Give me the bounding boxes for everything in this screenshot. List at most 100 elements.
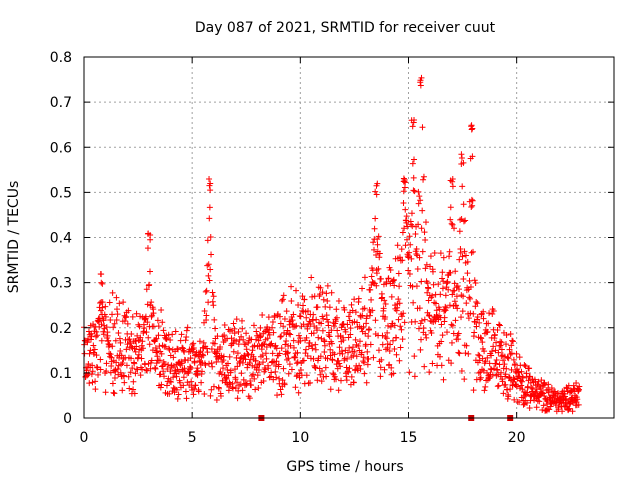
data-point [489,371,496,378]
data-point [448,321,455,328]
data-point [188,378,195,385]
data-point [427,263,434,270]
data-point [411,353,418,360]
data-point [290,311,297,318]
data-point [575,387,582,394]
data-point [375,347,382,354]
data-point [231,330,238,337]
data-point [335,357,342,364]
data-point [333,361,340,368]
data-point [433,307,440,314]
data-point [230,320,237,327]
data-point [208,360,215,367]
data-point [487,365,494,372]
data-point [265,314,272,321]
data-point [209,298,216,305]
data-point [293,373,300,380]
data-point [391,322,398,329]
data-point [364,348,371,355]
data-point [234,395,241,402]
data-point [107,316,114,323]
data-point [396,283,403,290]
data-point [201,390,208,397]
data-point [259,311,266,318]
data-point [250,371,257,378]
data-point [408,255,415,262]
data-point [370,246,377,253]
data-point [178,360,185,367]
data-point [208,386,215,393]
data-point [180,347,187,354]
data-point [385,322,392,329]
data-point [268,340,275,347]
data-point [321,349,328,356]
data-point [153,360,160,367]
data-point [505,393,512,400]
data-point [351,318,358,325]
data-point [157,384,164,391]
data-point [429,360,436,367]
data-point [141,325,148,332]
data-point [127,340,134,347]
data-point [545,381,552,388]
x-tick-label: 5 [188,430,197,446]
data-point [447,204,454,211]
data-point [290,337,297,344]
data-point [319,327,326,334]
data-point [133,310,140,317]
data-point [278,345,285,352]
data-point [280,365,287,372]
data-point [533,388,540,395]
data-point [349,307,356,314]
data-point [501,361,508,368]
data-point [466,277,473,284]
data-point [366,326,373,333]
x-axis-ticks: 0 5 10 15 20 [80,57,526,446]
data-point [376,250,383,257]
data-point [170,354,177,361]
data-point [137,372,144,379]
data-point [462,217,469,224]
data-point [111,374,118,381]
data-point [240,336,247,343]
data-point [386,361,393,368]
data-point [113,359,120,366]
data-point [239,325,246,332]
data-point [467,284,474,291]
data-point [476,319,483,326]
data-point [468,126,475,133]
data-point [165,375,172,382]
data-point [277,386,284,393]
data-point [516,354,523,361]
data-point [251,375,258,382]
data-point [452,268,459,275]
data-point [418,225,425,232]
data-point [431,250,438,257]
data-point [518,382,525,389]
data-point [472,280,479,287]
data-point [153,335,160,342]
data-point [259,352,266,359]
data-point [375,265,382,272]
data-point [352,309,359,316]
data-point [183,395,190,402]
data-point [349,344,356,351]
data-point [139,345,146,352]
data-point [456,256,463,263]
data-point [492,360,499,367]
data-point [322,364,329,371]
data-point [457,249,464,256]
data-point [238,370,245,377]
data-point [503,331,510,338]
data-point [304,325,311,332]
data-point [498,346,505,353]
data-point [243,346,250,353]
data-point [284,327,291,334]
data-point [458,155,465,162]
data-point [294,349,301,356]
data-point [533,404,540,411]
data-point [290,344,297,351]
data-point [205,272,212,279]
data-point [284,349,291,356]
data-point [401,225,408,232]
